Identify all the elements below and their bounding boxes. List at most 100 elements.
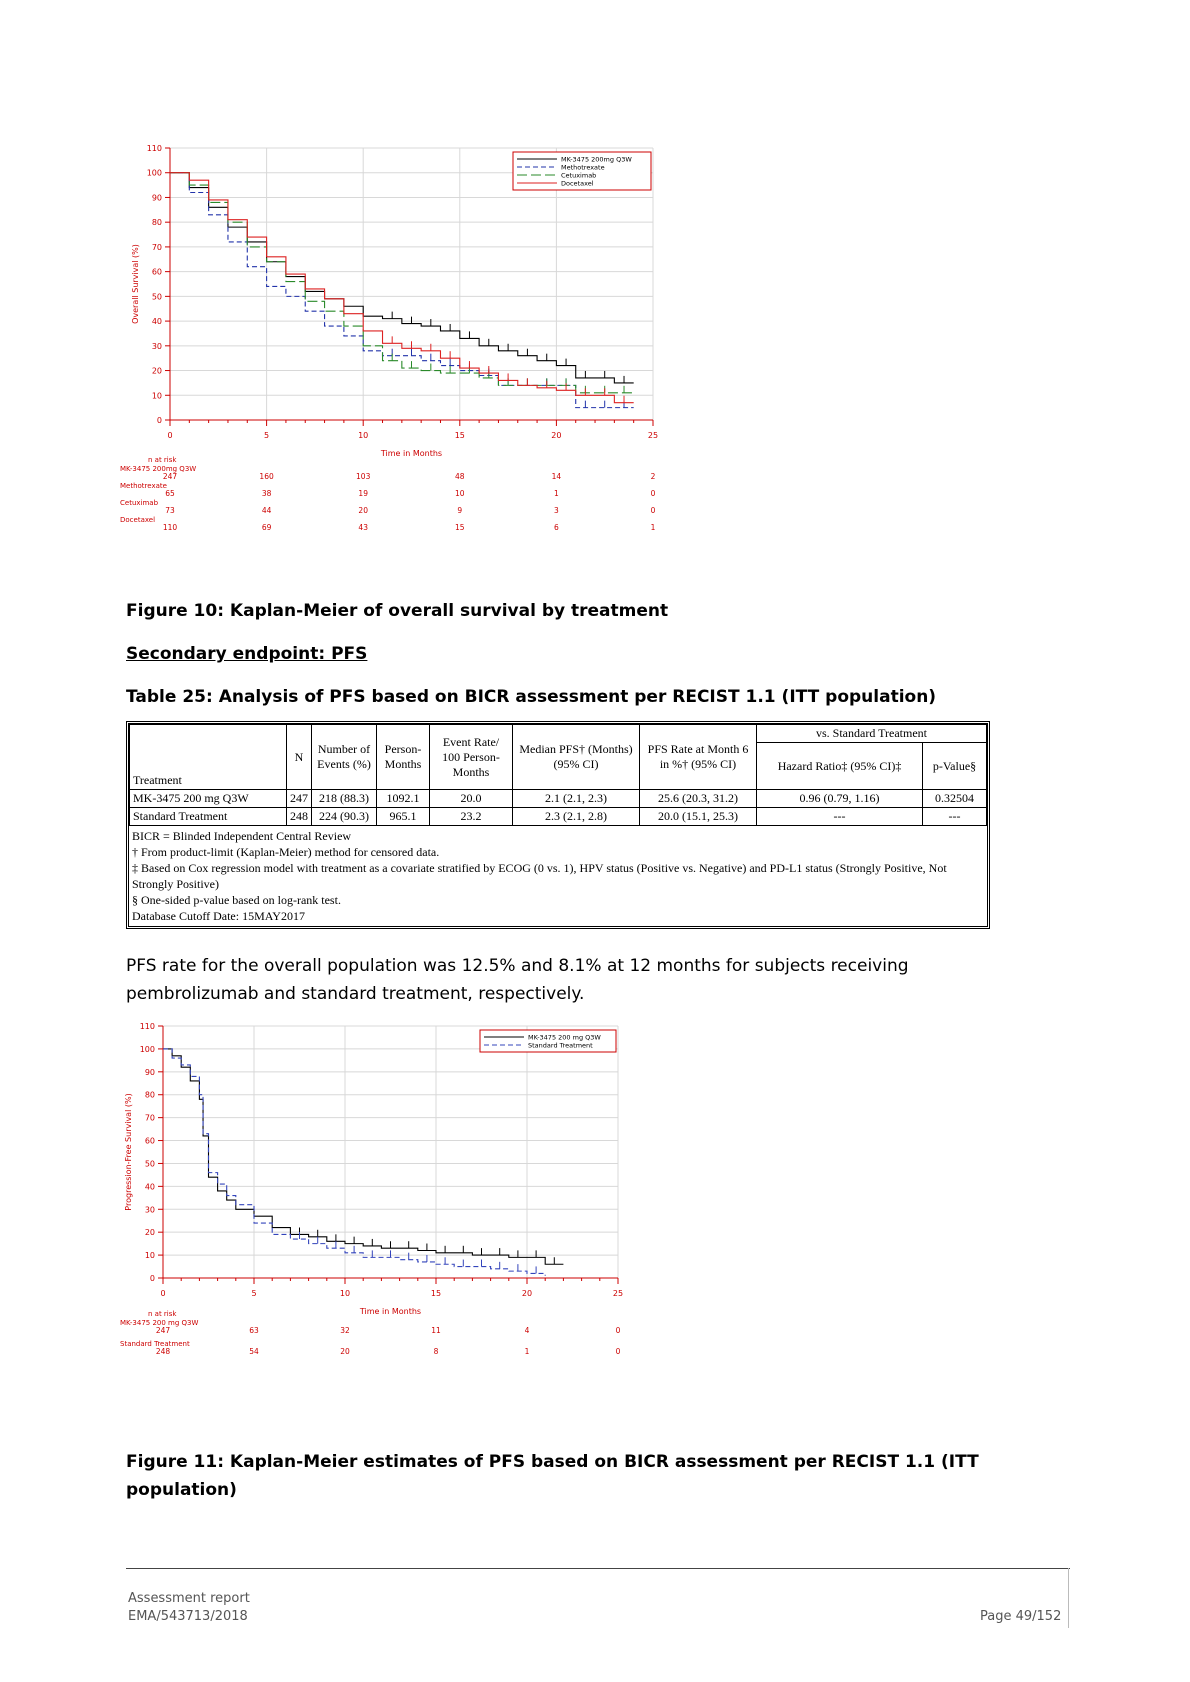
risk-count: 4 xyxy=(525,1326,530,1335)
risk-count: 6 xyxy=(554,523,559,532)
risk-table-title: n at risk xyxy=(148,1310,177,1318)
cell-hazard-ratio: 0.96 (0.79, 1.16) xyxy=(755,789,924,808)
y-tick-label: 100 xyxy=(147,169,162,178)
th-median-pfs: Median PFS† (Months) (95% CI) xyxy=(512,724,640,790)
y-tick-label: 0 xyxy=(150,1274,155,1283)
cell-p-value: 0.32504 xyxy=(922,789,987,808)
risk-count: 44 xyxy=(262,506,272,515)
y-tick-label: 90 xyxy=(145,1068,155,1077)
footer-rule xyxy=(126,1568,1070,1569)
risk-row-label: MK-3475 200 mg Q3W xyxy=(120,1319,198,1327)
risk-row-label: Cetuximab xyxy=(120,499,159,507)
th-p-value: p-Value§ xyxy=(922,742,987,790)
cell-treatment: Standard Treatment xyxy=(129,807,287,826)
risk-count: 11 xyxy=(431,1326,441,1335)
x-tick-label: 25 xyxy=(648,431,658,440)
risk-count: 3 xyxy=(554,506,559,515)
y-tick-label: 30 xyxy=(145,1205,155,1214)
footer-box-edge xyxy=(1068,1568,1069,1628)
risk-count: 9 xyxy=(457,506,462,515)
th-hazard-ratio: Hazard Ratio‡ (95% CI)‡ xyxy=(755,742,924,790)
pfs-analysis-table: Treatment N Number of Events (%) Person-… xyxy=(126,721,990,929)
risk-count: 43 xyxy=(358,523,368,532)
legend-label: Methotrexate xyxy=(561,164,605,172)
x-tick-label: 20 xyxy=(522,1289,532,1298)
y-tick-label: 70 xyxy=(145,1114,155,1123)
cell-n: 248 xyxy=(286,807,312,826)
footnote: § One-sided p-value based on log-rank te… xyxy=(132,893,341,907)
footnote: BICR = Blinded Independent Central Revie… xyxy=(132,829,352,843)
risk-table-title: n at risk xyxy=(148,456,177,464)
risk-count: 247 xyxy=(163,472,178,481)
x-tick-label: 20 xyxy=(551,431,561,440)
legend-label: Cetuximab xyxy=(561,172,596,180)
risk-count: 65 xyxy=(165,489,175,498)
cell-p-value: --- xyxy=(922,807,987,826)
y-tick-label: 30 xyxy=(152,342,162,351)
risk-count: 1 xyxy=(525,1347,530,1356)
footnote: Database Cutoff Date: 15MAY2017 xyxy=(132,909,305,923)
risk-count: 160 xyxy=(259,472,274,481)
cell-person-months: 1092.1 xyxy=(376,789,430,808)
survival-curve-2 xyxy=(170,172,634,409)
x-tick-label: 0 xyxy=(167,431,172,440)
footer-doc-info: Assessment report EMA/543713/2018 xyxy=(128,1590,250,1626)
y-tick-label: 90 xyxy=(152,193,162,202)
legend-label: Docetaxel xyxy=(561,180,594,188)
cell-pfs-rate: 20.0 (15.1, 25.3) xyxy=(639,807,757,826)
x-axis-label: Time in Months xyxy=(380,449,442,458)
risk-count: 10 xyxy=(455,489,465,498)
legend-box xyxy=(512,151,652,191)
figure-11-caption: Figure 11: Kaplan-Meier estimates of PFS… xyxy=(126,1452,979,1500)
y-tick-label: 20 xyxy=(145,1228,155,1237)
footer-report-title: Assessment report xyxy=(128,1591,250,1606)
y-tick-label: 110 xyxy=(147,144,162,153)
x-tick-label: 5 xyxy=(251,1289,256,1298)
table-25-caption: Table 25: Analysis of PFS based on BICR … xyxy=(126,687,937,707)
x-axis-label: Time in Months xyxy=(359,1307,421,1316)
th-vs-standard: vs. Standard Treatment xyxy=(756,724,987,743)
risk-count: 73 xyxy=(165,506,175,515)
risk-count: 69 xyxy=(262,523,272,532)
table-row: MK-3475 200 mg Q3W 247 218 (88.3) 1092.1… xyxy=(129,789,987,808)
pfs-rate-paragraph: PFS rate for the overall population was … xyxy=(126,956,909,1004)
footer-page-number: Page 49/152 xyxy=(980,1609,1062,1624)
risk-count: 20 xyxy=(340,1347,350,1356)
th-event-rate: Event Rate/ 100 Person-Months xyxy=(429,724,513,790)
section-heading-pfs: Secondary endpoint: PFS xyxy=(126,644,368,664)
pfs-table-grid: Treatment N Number of Events (%) Person-… xyxy=(129,724,987,826)
y-tick-label: 50 xyxy=(152,292,162,301)
cell-median-pfs: 2.3 (2.1, 2.8) xyxy=(512,807,640,826)
cell-events: 224 (90.3) xyxy=(311,807,377,826)
risk-count: 8 xyxy=(434,1347,439,1356)
y-tick-label: 50 xyxy=(145,1159,155,1168)
cell-person-months: 965.1 xyxy=(376,807,430,826)
risk-count: 54 xyxy=(249,1347,259,1356)
y-axis-label: Progression-Free Survival (%) xyxy=(124,1093,133,1210)
th-person-months: Person-Months xyxy=(376,724,430,790)
cell-event-rate: 23.2 xyxy=(429,807,513,826)
th-pfs-rate: PFS Rate at Month 6 in %† (95% CI) xyxy=(639,724,757,790)
risk-count: 0 xyxy=(616,1347,621,1356)
footnote: ‡ Based on Cox regression model with tre… xyxy=(132,861,947,891)
y-tick-label: 70 xyxy=(152,243,162,252)
risk-count: 1 xyxy=(554,489,559,498)
risk-count: 15 xyxy=(455,523,465,532)
cell-hazard-ratio: --- xyxy=(755,807,924,826)
risk-row-label: Docetaxel xyxy=(120,516,155,524)
os-km-figure: 0 10 20 30 40 50 60 70 80 90 100 110 0 5 10 15 20 25 Time … xyxy=(118,140,718,580)
risk-count: 110 xyxy=(163,523,178,532)
risk-count: 0 xyxy=(651,506,656,515)
y-tick-label: 100 xyxy=(140,1045,155,1054)
y-tick-label: 110 xyxy=(140,1022,155,1031)
risk-count: 19 xyxy=(358,489,368,498)
legend-label: MK-3475 200 mg Q3W xyxy=(528,1034,601,1042)
risk-count: 248 xyxy=(156,1347,171,1356)
risk-count: 1 xyxy=(651,523,656,532)
x-tick-label: 25 xyxy=(613,1289,623,1298)
risk-row-label: Standard Treatment xyxy=(120,1340,190,1348)
y-tick-label: 80 xyxy=(145,1091,155,1100)
legend-box xyxy=(479,1029,617,1053)
figure-10-caption: Figure 10: Kaplan-Meier of overall survi… xyxy=(126,601,669,621)
risk-count: 48 xyxy=(455,472,465,481)
